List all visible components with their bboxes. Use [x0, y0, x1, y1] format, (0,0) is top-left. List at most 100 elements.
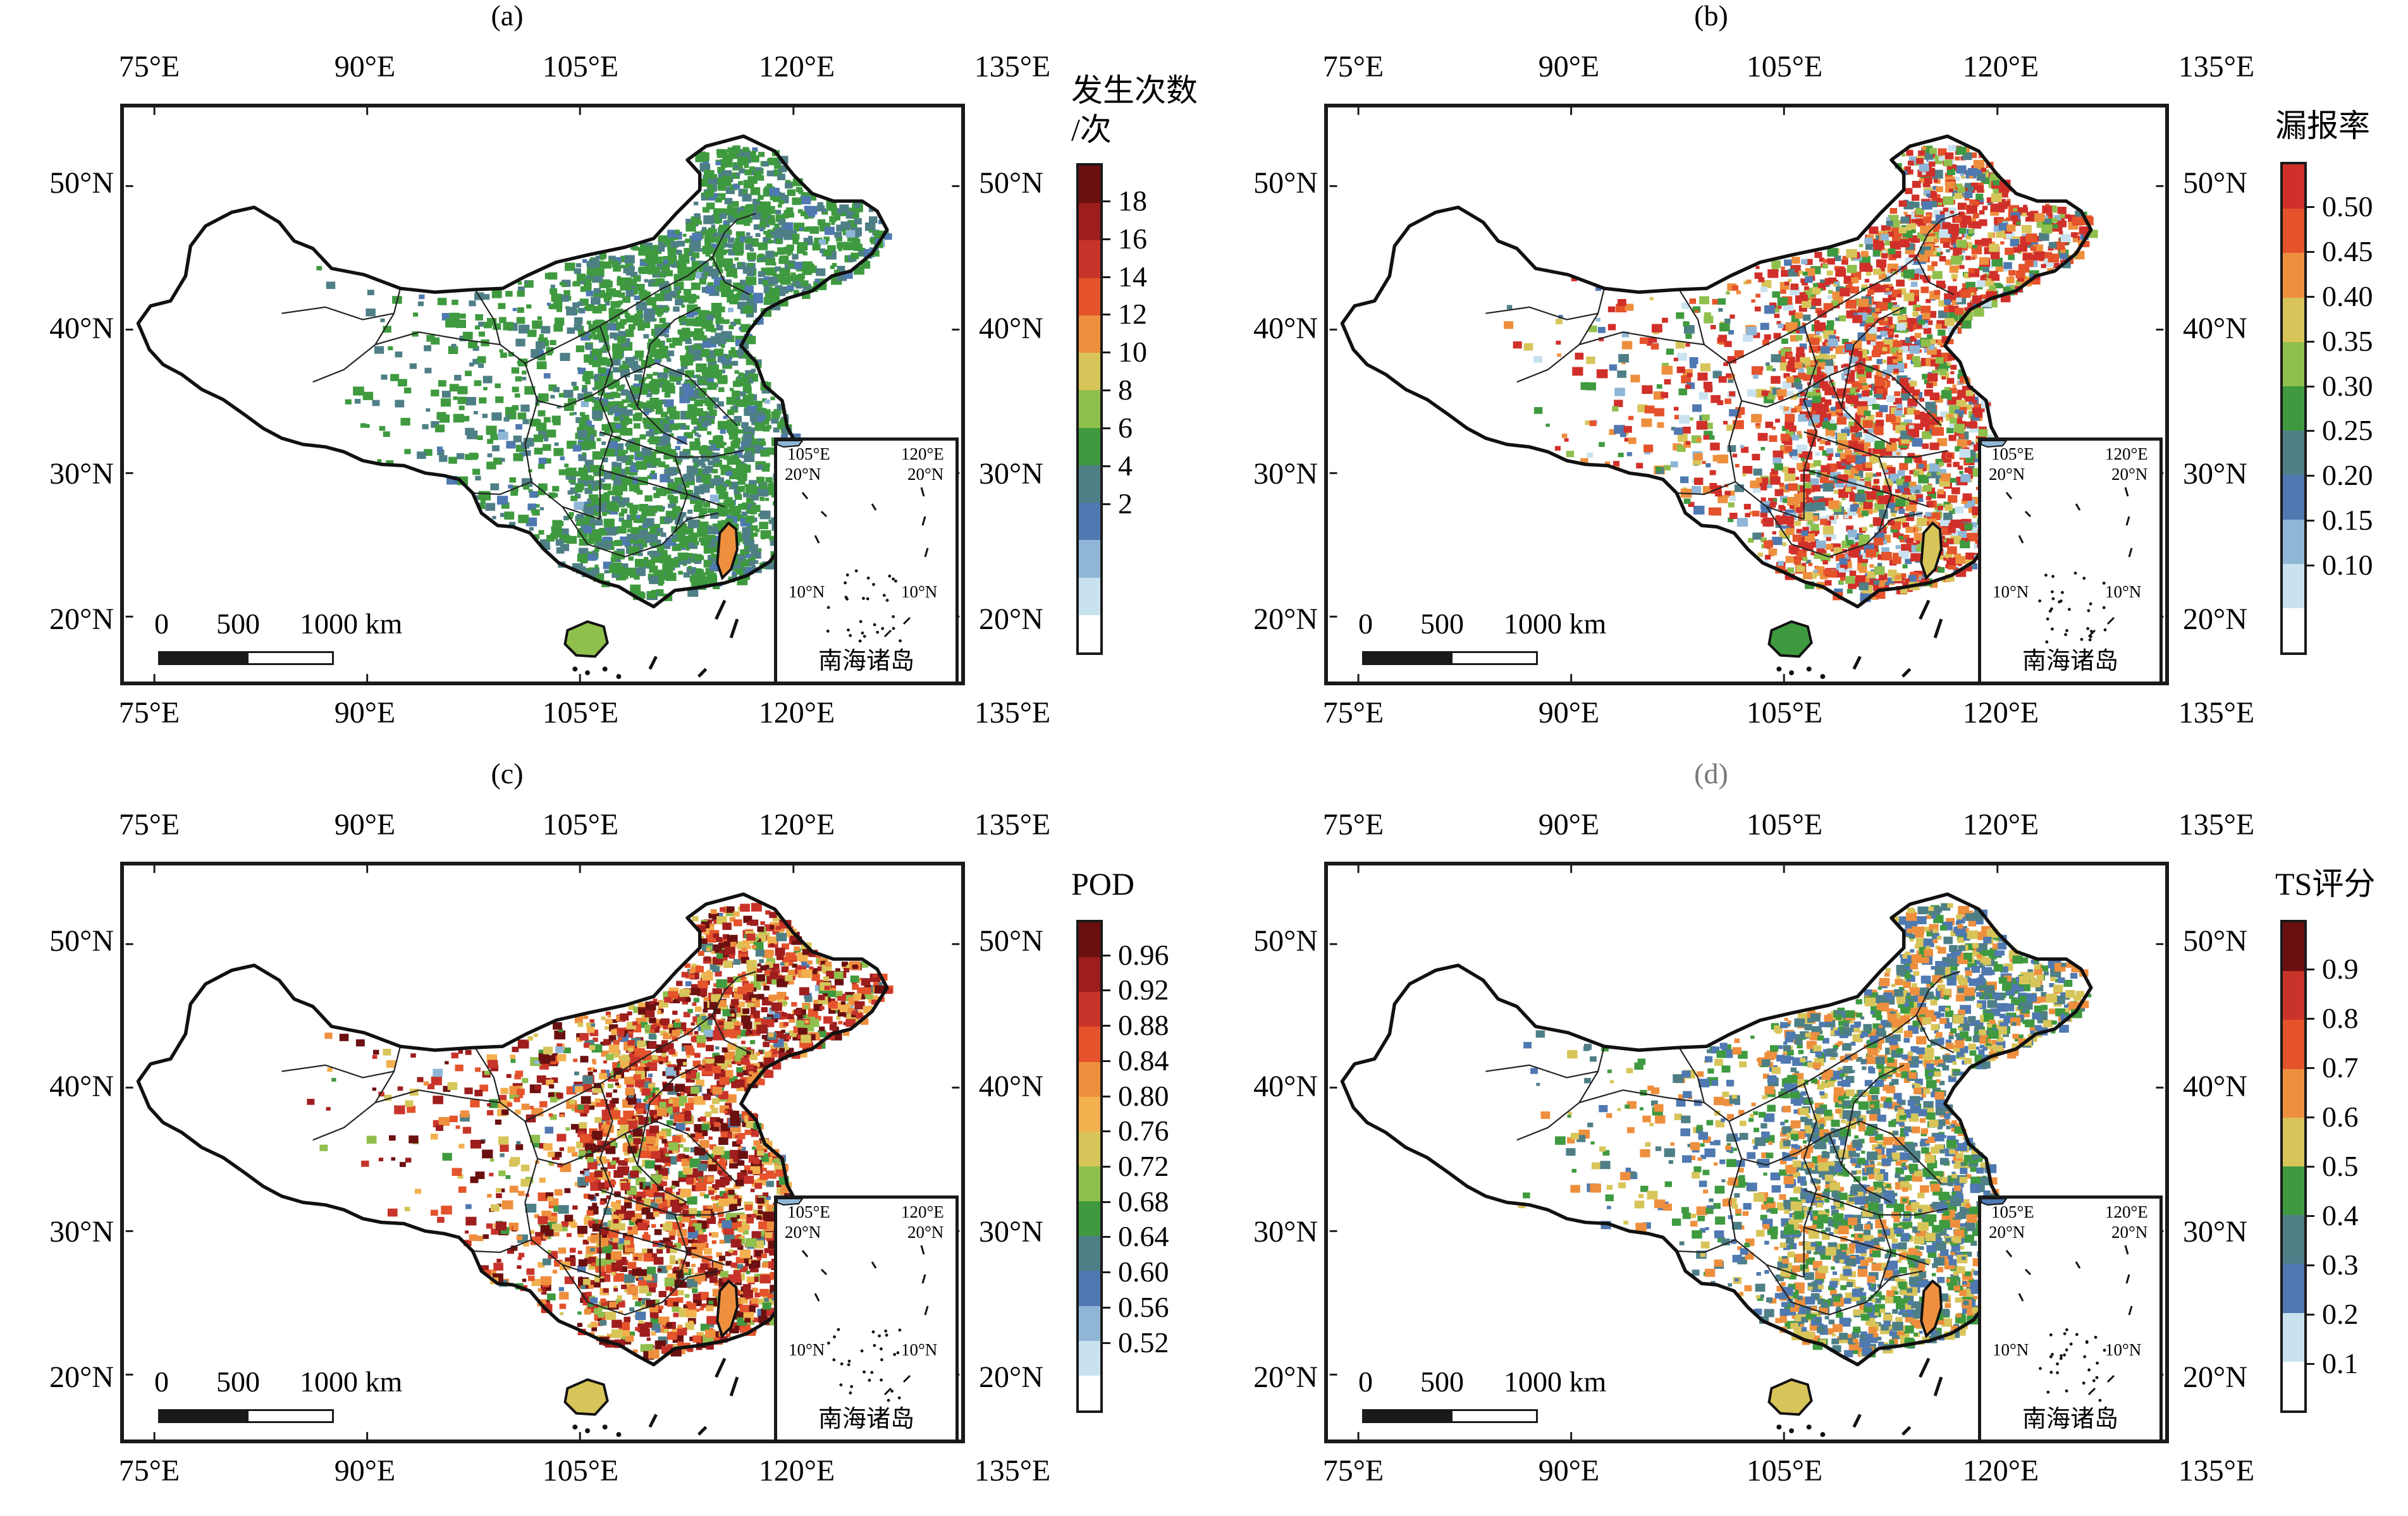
lon-tick-top: 90°E [334, 50, 396, 83]
colorbar-tick-mark [2307, 1018, 2314, 1020]
colorbar-segment [1079, 240, 1100, 278]
colorbar-tick-mark [1103, 465, 1110, 467]
panel-label: (d) [1694, 757, 1728, 790]
colorbar [1076, 920, 1103, 1413]
colorbar-tick-label: 0.50 [2322, 190, 2373, 223]
colorbar-tick-label: 0.52 [1118, 1326, 1169, 1359]
colorbar-tick-mark [2307, 520, 2314, 522]
colorbar-tick-label: 10 [1118, 336, 1147, 369]
lat-tick-left: 20°N [1253, 602, 1318, 636]
lon-tick-bottom: 120°E [758, 696, 835, 730]
data-field [1518, 903, 2092, 1358]
panel-label: (c) [491, 757, 524, 790]
colorbar-tick-mark [1103, 1166, 1110, 1168]
colorbar-tick-label: 12 [1118, 298, 1147, 331]
inset-coord-label: 10°N [789, 582, 825, 601]
lat-tick-right: 30°N [979, 1215, 1043, 1249]
china-border [1340, 134, 2093, 609]
colorbar-segment [1079, 1166, 1100, 1202]
lat-tick-right: 20°N [2183, 1360, 2247, 1394]
scale-bar-black [1362, 651, 1451, 665]
colorbar-segment [1079, 278, 1100, 315]
inset-coord-label: 105°E [787, 444, 830, 463]
lon-tick-top: 135°E [974, 808, 1051, 841]
colorbar-tick-mark [2307, 1067, 2314, 1069]
legend-title-line: 漏报率 [2275, 108, 2370, 144]
colorbar-tick-mark [2307, 1116, 2314, 1118]
colorbar-tick-label: 0.45 [2322, 235, 2373, 267]
colorbar-segment [1079, 540, 1100, 578]
china-border [136, 892, 889, 1367]
colorbar-tick-mark [1103, 314, 1110, 316]
inset-coord-label: 105°E [787, 1202, 830, 1221]
lon-tick-top: 120°E [758, 50, 835, 83]
legend-title: POD [1071, 864, 1134, 903]
lat-tick-right: 50°N [979, 924, 1043, 958]
scale-end: 1000 km [1504, 608, 1607, 640]
china-border [1340, 892, 2093, 1367]
legend-title-line: /次 [1071, 112, 1112, 147]
scale-bar-black [1362, 1409, 1451, 1423]
colorbar-tick-mark [1103, 1236, 1110, 1238]
lon-tick-top: 90°E [1538, 808, 1600, 841]
colorbar-tick-label: 0.76 [1118, 1115, 1169, 1147]
colorbar-segment [2283, 563, 2304, 608]
lat-tick-right: 40°N [979, 312, 1043, 345]
colorbar-segment [2283, 519, 2304, 564]
colorbar-tick-label: 18 [1118, 184, 1147, 217]
lon-tick-top: 105°E [1746, 50, 1823, 83]
legend-title: 发生次数/次 [1071, 71, 1198, 149]
colorbar-segment [1079, 503, 1100, 541]
inset-coord-label: 20°N [1989, 1223, 2025, 1242]
inset-coord-label: 120°E [2105, 1202, 2148, 1221]
colorbar-segment [2283, 1361, 2304, 1410]
colorbar-tick-mark [1103, 954, 1110, 957]
colorbar-segment [2283, 1020, 2304, 1069]
lat-tick-left: 20°N [49, 602, 114, 636]
colorbar-tick-label: 0.3 [2322, 1249, 2359, 1281]
colorbar-tick-label: 0.60 [1118, 1256, 1169, 1288]
colorbar-tick-mark [2307, 340, 2314, 343]
panel-label: (b) [1694, 0, 1728, 32]
lat-tick-right: 30°N [2183, 1215, 2247, 1249]
inset-title: 南海诸岛 [2022, 1406, 2118, 1433]
south-china-sea-inset: 105°E 120°E 20°N 20°N 10°N 10°N 南海诸岛 [1978, 1195, 2163, 1440]
legend-title: 漏报率 [2275, 106, 2370, 145]
colorbar-tick-label: 0.80 [1118, 1079, 1169, 1112]
colorbar-segment [1079, 1375, 1100, 1410]
lon-tick-top: 90°E [1538, 50, 1600, 83]
colorbar-tick-mark [2307, 205, 2314, 208]
colorbar-tick-label: 0.35 [2322, 324, 2373, 357]
lon-tick-top: 120°E [1962, 50, 2039, 83]
colorbar-segment [1079, 614, 1100, 652]
lon-tick-top: 75°E [118, 50, 180, 83]
scale-end: 1000 km [1504, 1366, 1607, 1398]
lon-tick-bottom: 75°E [118, 696, 180, 730]
scale-mid: 500 [1420, 608, 1464, 640]
colorbar-segment [1079, 390, 1100, 428]
lat-tick-left: 30°N [49, 1215, 114, 1249]
scale-end: 1000 km [300, 1366, 403, 1398]
colorbar-segment [2283, 164, 2304, 209]
scale-end: 1000 km [300, 608, 403, 640]
lon-tick-bottom: 105°E [1746, 1454, 1823, 1488]
inset-title: 南海诸岛 [818, 648, 914, 675]
inset-coord-label: 20°N [2111, 1223, 2148, 1242]
colorbar-tick-mark [2307, 1363, 2314, 1365]
lat-tick-right: 40°N [2183, 1070, 2247, 1103]
lon-tick-bottom: 135°E [2178, 696, 2255, 730]
colorbar-tick-mark [1103, 1025, 1110, 1027]
lat-tick-left: 30°N [49, 457, 114, 491]
colorbar-tick-label: 0.8 [2322, 1002, 2359, 1034]
colorbar-tick-mark [2307, 475, 2314, 477]
lat-tick-left: 20°N [1253, 1360, 1318, 1394]
map-frame: 0 500 1000 km 105°E 120°E 20°N 20°N 10°N 10°N 南海诸… [120, 862, 965, 1443]
lon-tick-bottom: 90°E [334, 1454, 396, 1488]
colorbar-tick-mark [1103, 351, 1110, 354]
colorbar-segment [1079, 577, 1100, 615]
colorbar-segment [1079, 1201, 1100, 1237]
lat-tick-right: 30°N [2183, 457, 2247, 491]
inset-coord-label: 20°N [907, 1223, 944, 1242]
map-frame: 0 500 1000 km 105°E 120°E 20°N 20°N 10°N 10°N 南海诸… [1324, 104, 2169, 685]
colorbar-tick-mark [2307, 1215, 2314, 1217]
